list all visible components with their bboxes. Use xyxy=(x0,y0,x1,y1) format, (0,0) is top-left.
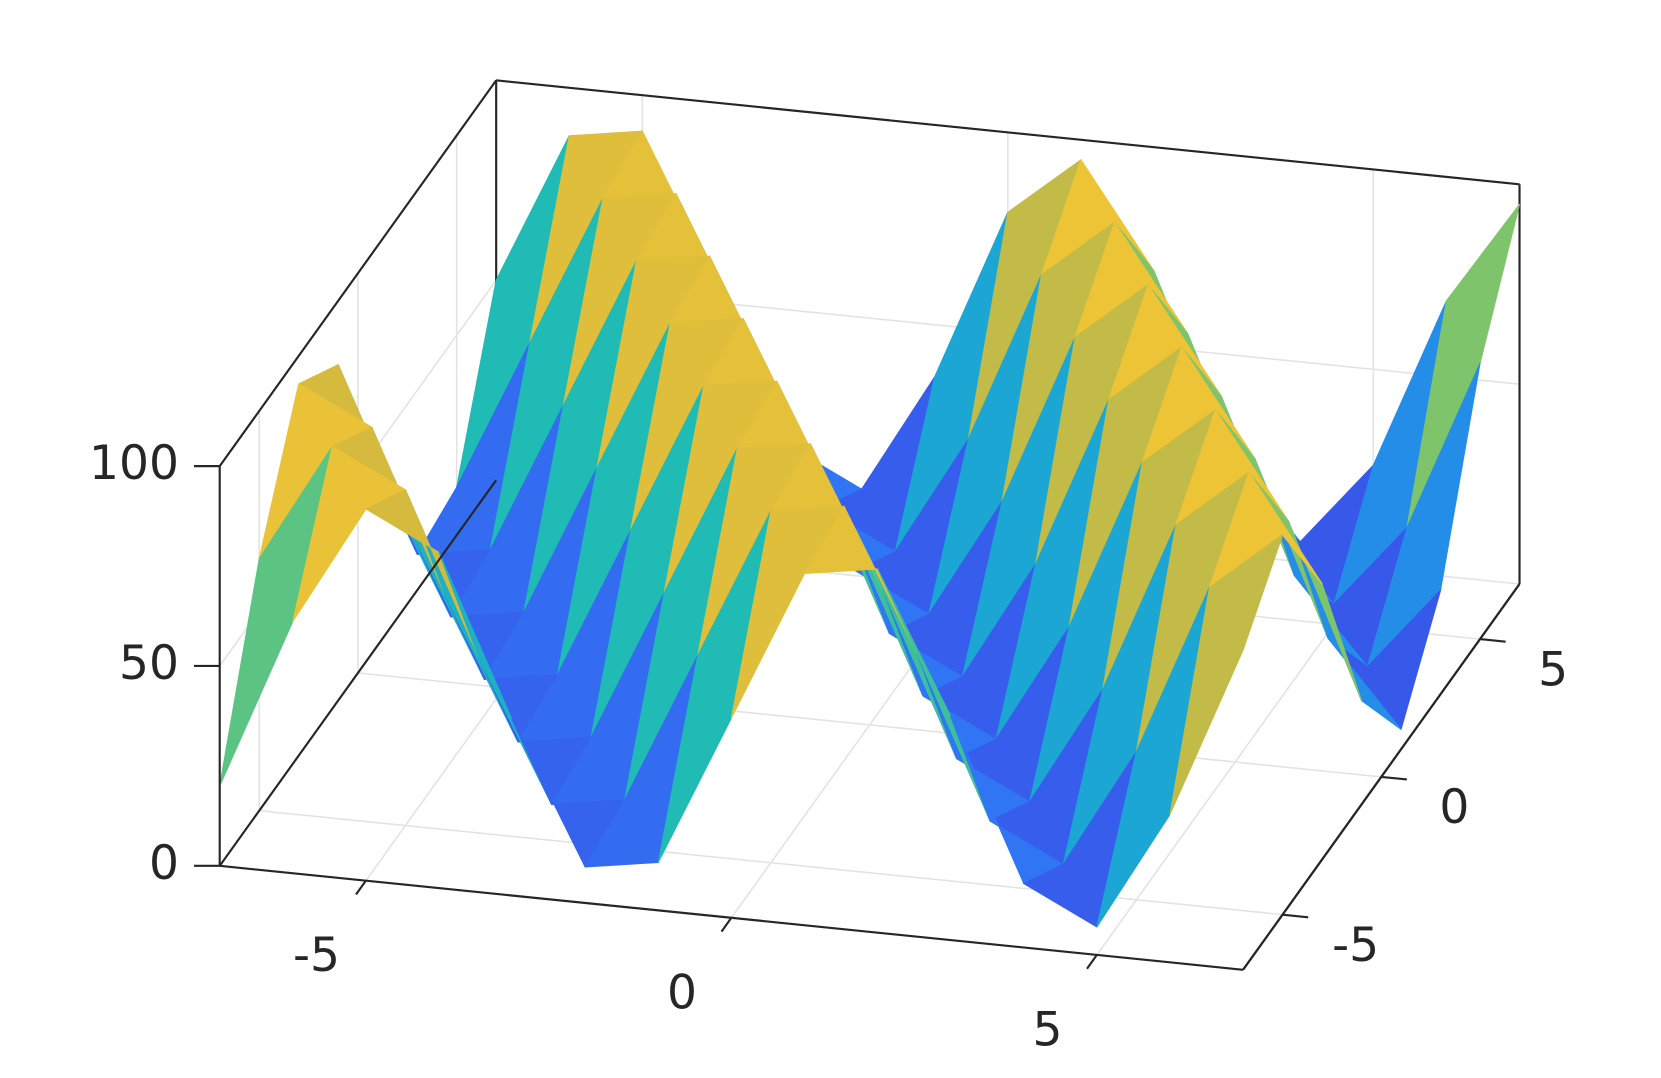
surface-patch xyxy=(1169,534,1284,815)
box-edge xyxy=(496,79,1520,186)
y-tick xyxy=(1282,913,1309,919)
z-tick-label: 0 xyxy=(149,836,179,891)
x-tick-label: 0 xyxy=(667,965,697,1020)
box-edge xyxy=(218,79,498,467)
y-tick-label: 5 xyxy=(1538,642,1568,697)
x-tick xyxy=(1086,954,1098,970)
y-tick xyxy=(1479,638,1506,643)
surface xyxy=(219,130,1521,928)
x-tick-label: 5 xyxy=(1033,1002,1063,1057)
z-tick-label: 100 xyxy=(89,436,179,491)
z-tick-label: 50 xyxy=(119,636,179,691)
y-tick-label: 0 xyxy=(1439,780,1469,835)
x-tick-label: -5 xyxy=(293,928,340,983)
y-tick xyxy=(1381,775,1407,781)
y-tick-label: -5 xyxy=(1332,918,1379,973)
x-tick xyxy=(720,917,733,933)
x-tick xyxy=(355,880,367,896)
box-edge xyxy=(218,479,498,867)
